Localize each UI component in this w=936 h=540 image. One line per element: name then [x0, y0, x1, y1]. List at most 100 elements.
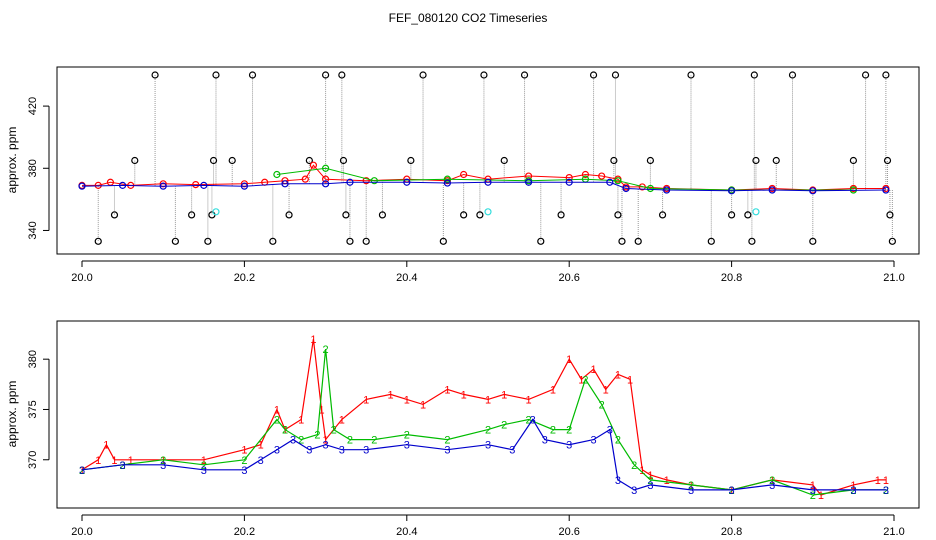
point-label-1: 1 — [258, 440, 264, 452]
point-label-3: 3 — [810, 485, 816, 497]
point-black — [788, 71, 797, 79]
point-black — [744, 211, 752, 219]
point-black — [809, 237, 817, 245]
point-blue — [622, 184, 630, 193]
point-label-2: 2 — [501, 420, 507, 432]
point-black — [94, 237, 102, 245]
point-blue — [322, 180, 330, 188]
point-label-1: 1 — [318, 404, 324, 416]
point-label-1: 1 — [769, 475, 775, 487]
point-blue — [200, 181, 208, 189]
top-plot-frame — [56, 66, 920, 255]
point-label-1: 1 — [420, 399, 426, 411]
point-blue — [882, 186, 890, 194]
point-label-3: 3 — [79, 465, 85, 477]
point-black — [557, 211, 565, 219]
series-green — [273, 164, 858, 194]
point-label-2: 2 — [298, 435, 304, 447]
point-label-1: 1 — [883, 475, 889, 487]
bottom-plot-frame — [56, 320, 920, 509]
point-red — [309, 161, 318, 169]
point-black — [537, 237, 545, 245]
point-black — [285, 211, 293, 219]
point-label-1: 1 — [160, 455, 166, 467]
x-tick-label: 20.2 — [234, 526, 255, 538]
point-blue — [809, 187, 817, 195]
point-label-3: 3 — [607, 425, 613, 437]
point-label-1: 1 — [810, 480, 816, 492]
point-label-2: 2 — [582, 374, 588, 386]
top-y-axis: 340 380 420 — [27, 97, 50, 240]
point-label-1: 1 — [647, 470, 653, 482]
point-black — [520, 71, 529, 79]
point-label-1: 1 — [627, 374, 633, 386]
point-black — [439, 237, 447, 245]
point-black — [362, 237, 370, 245]
point-black — [882, 71, 890, 79]
top-x-axis: 20.0 20.2 20.4 20.6 20.8 21.0 — [71, 260, 905, 284]
point-label-2: 2 — [347, 435, 353, 447]
y-tick-label: 380 — [27, 350, 39, 368]
point-label-1: 1 — [310, 334, 316, 346]
point-label-1: 1 — [501, 389, 507, 401]
point-black — [687, 71, 695, 79]
point-black — [888, 237, 896, 245]
point-black — [204, 237, 212, 245]
series-line-3 — [81, 418, 886, 491]
point-label-3: 3 — [729, 485, 735, 497]
point-label-1: 1 — [363, 394, 369, 406]
series-line-blue — [81, 181, 886, 192]
point-label-2: 2 — [599, 399, 605, 411]
point-label-2: 2 — [274, 415, 280, 427]
point-label-1: 1 — [298, 415, 304, 427]
point-label-3: 3 — [160, 460, 166, 472]
point-label-2: 2 — [729, 485, 735, 497]
point-label-1: 1 — [323, 435, 329, 447]
point-label-2: 2 — [79, 465, 85, 477]
point-label-1: 1 — [404, 394, 410, 406]
point-label-2: 2 — [485, 425, 491, 437]
point-label-3: 3 — [590, 435, 596, 447]
point-black — [476, 211, 484, 219]
point-black — [248, 71, 257, 79]
point-black — [611, 71, 620, 79]
point-label-3: 3 — [201, 465, 207, 477]
x-tick-label: 20.8 — [721, 272, 742, 284]
point-label-3: 3 — [120, 460, 126, 472]
point-label-3: 3 — [688, 485, 694, 497]
point-label-1: 1 — [387, 389, 393, 401]
point-red — [322, 175, 330, 183]
point-label-1: 1 — [444, 384, 450, 396]
point-black — [634, 237, 642, 245]
point-label-2: 2 — [850, 485, 856, 497]
point-label-3: 3 — [290, 435, 296, 447]
point-black — [883, 156, 892, 165]
y-tick-label: 340 — [27, 221, 39, 239]
point-label-2: 2 — [160, 455, 166, 467]
point-label-1: 1 — [850, 480, 856, 492]
x-tick-label: 20.4 — [396, 526, 417, 538]
point-black — [110, 211, 119, 219]
point-black — [407, 156, 415, 165]
y-tick-label: 380 — [27, 159, 39, 177]
point-red — [301, 175, 309, 183]
point-label-3: 3 — [306, 445, 312, 457]
point-label-3: 3 — [323, 440, 329, 452]
point-label-1: 1 — [461, 389, 467, 401]
point-green — [322, 164, 330, 172]
point-label-2: 2 — [631, 460, 637, 472]
point-red — [192, 180, 200, 189]
point-blue — [281, 180, 289, 188]
point-label-2: 2 — [120, 460, 126, 472]
point-label-3: 3 — [485, 440, 491, 452]
point-cyan — [752, 208, 760, 216]
x-tick-label: 20.0 — [71, 526, 92, 538]
point-red — [362, 177, 370, 185]
point-black — [269, 237, 277, 245]
point-label-1: 1 — [339, 415, 345, 427]
point-black — [727, 211, 736, 219]
point-label-1: 1 — [729, 485, 735, 497]
point-label-2: 2 — [769, 475, 775, 487]
